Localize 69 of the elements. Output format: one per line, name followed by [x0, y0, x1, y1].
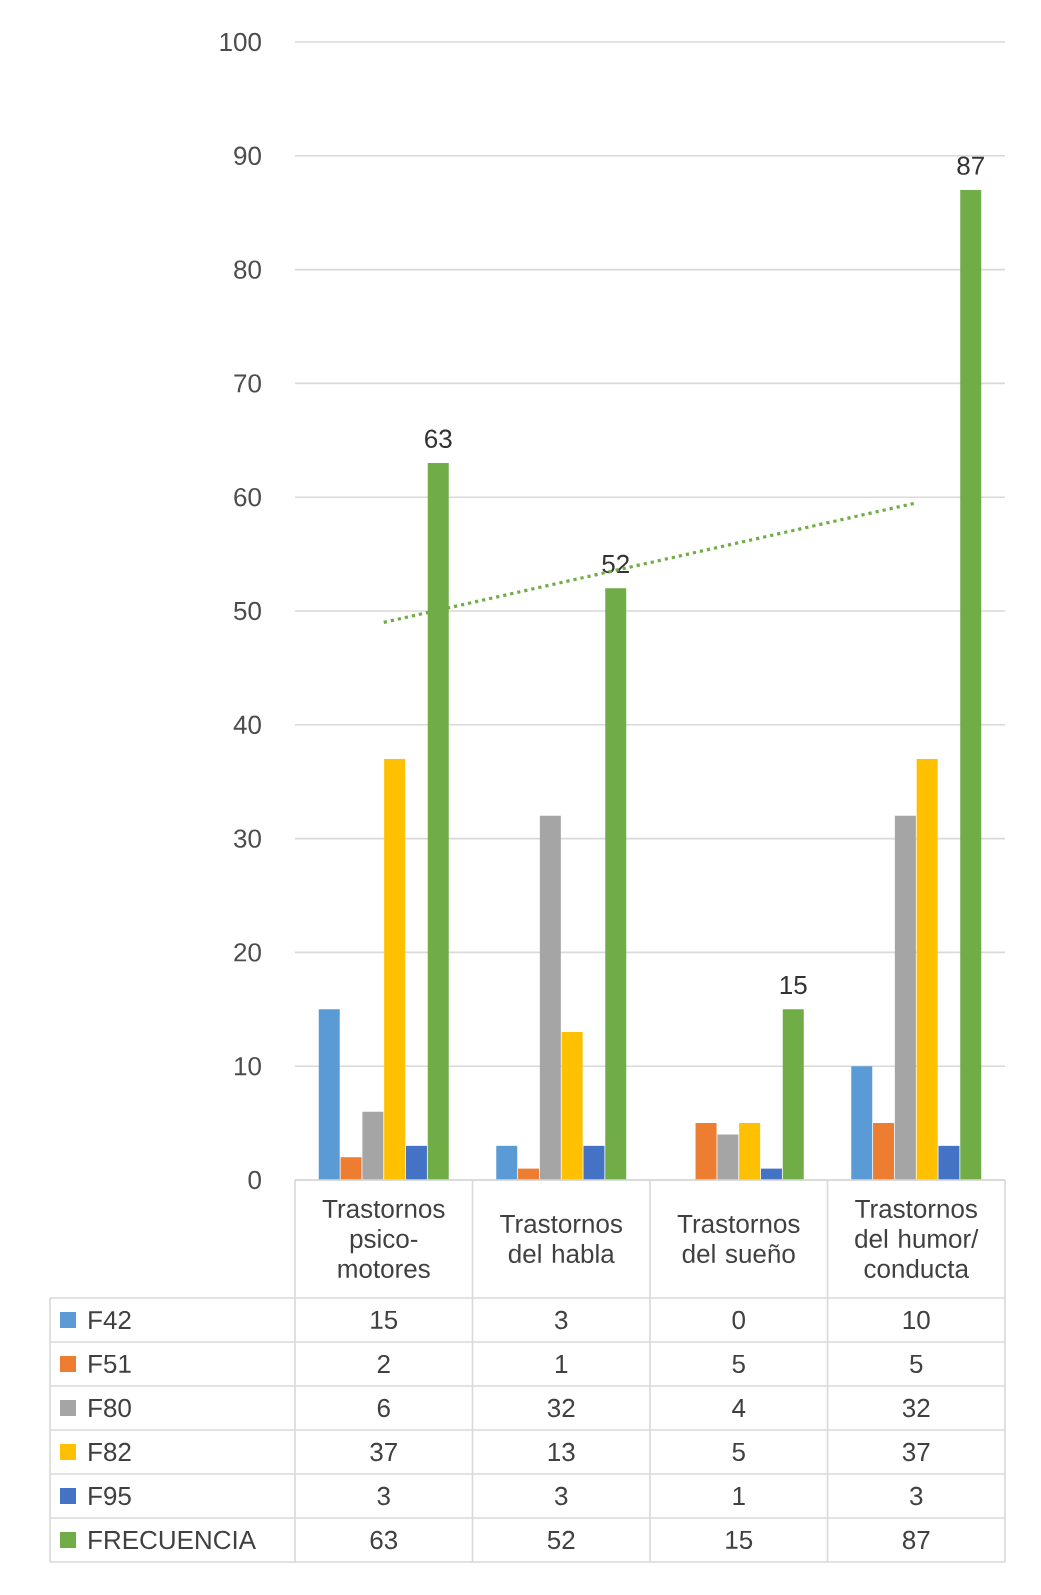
bar	[605, 588, 627, 1180]
bar	[851, 1066, 873, 1180]
legend-label: F80	[89, 1398, 131, 1418]
legend-label: FRECUENCIA	[89, 1530, 257, 1550]
bar	[496, 1145, 518, 1180]
x-tick-label: Trastornos psico-motores	[322, 1199, 445, 1279]
y-tick-label: 10	[234, 1056, 261, 1076]
bar	[362, 1111, 384, 1180]
y-tick-label: 30	[234, 829, 261, 848]
data-label: 1	[556, 1355, 568, 1373]
y-tick-label: 40	[233, 715, 261, 734]
y-tick-label: 50	[234, 601, 261, 621]
data-label: 0	[732, 1310, 745, 1330]
x-tick-label: Trastornos del sueño	[677, 1214, 800, 1264]
legend-label: F42	[89, 1310, 131, 1330]
bar	[717, 1134, 739, 1180]
bar	[384, 758, 406, 1180]
bar	[583, 1145, 605, 1180]
data-label: 10	[903, 1310, 930, 1330]
y-tick-label: 60	[234, 487, 261, 507]
data-label: 6	[377, 1398, 390, 1418]
bar	[960, 189, 982, 1180]
x-tick-label: Trastornos del habla	[500, 1214, 622, 1264]
bar	[916, 758, 938, 1180]
data-label: 3	[377, 1486, 390, 1506]
bar	[318, 1009, 340, 1180]
data-label: 32	[547, 1398, 575, 1418]
legend-label: F95	[89, 1486, 131, 1506]
data-label: 5	[732, 1354, 745, 1374]
data-label: 37	[370, 1442, 397, 1462]
data-label: 5	[732, 1442, 745, 1462]
text: 63	[425, 429, 452, 448]
bar	[782, 1009, 804, 1180]
data-label: 52	[547, 1530, 575, 1550]
y-tick-label: 90	[234, 146, 261, 165]
data-label: 2	[377, 1354, 390, 1374]
legend-label: F82	[89, 1442, 131, 1462]
legend-label: F51	[89, 1354, 131, 1374]
data-label: 15	[726, 1530, 753, 1550]
data-label: 3	[555, 1486, 568, 1506]
bar	[405, 1145, 427, 1180]
data-label: 87	[902, 1530, 930, 1550]
data-label: 3	[555, 1310, 568, 1330]
bar	[938, 1145, 960, 1180]
data-label: 63	[370, 1530, 398, 1550]
bar	[561, 1032, 583, 1180]
y-tick-label: 70	[234, 374, 261, 393]
bar	[695, 1123, 717, 1180]
y-tick-label: 20	[234, 943, 261, 962]
x-tick-label: Trastornos del humor/ conducta	[855, 1199, 979, 1279]
y-tick-label: 0	[248, 1170, 261, 1190]
data-label: 13	[548, 1442, 575, 1462]
bar	[894, 815, 916, 1180]
bar	[539, 815, 561, 1180]
bar	[340, 1157, 362, 1180]
data-label: 4	[732, 1399, 746, 1417]
bar	[873, 1123, 895, 1180]
text: 52	[602, 554, 629, 574]
bar	[739, 1123, 761, 1180]
data-label: 1	[733, 1487, 745, 1505]
text: 87	[957, 156, 984, 175]
data-label: 37	[902, 1442, 930, 1462]
data-label: 32	[902, 1398, 930, 1418]
text: 15	[780, 976, 807, 995]
y-tick-label: 100	[220, 32, 261, 52]
y-tick-label: 80	[234, 260, 261, 279]
data-label: 5	[910, 1354, 923, 1374]
data-label: 3	[910, 1486, 923, 1506]
data-label: 15	[371, 1310, 398, 1330]
